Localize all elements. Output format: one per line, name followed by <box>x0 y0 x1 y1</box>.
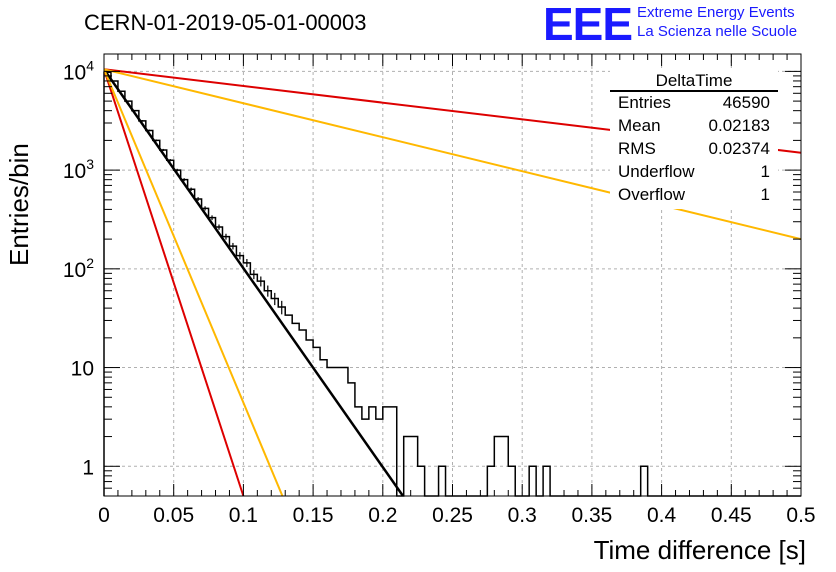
stats-key: Underflow <box>618 162 695 181</box>
stats-row-overflow: Overflow 1 <box>618 185 770 207</box>
stats-key: Overflow <box>618 185 686 204</box>
x-tick-label: 0.35 <box>571 504 612 527</box>
y-axis-label: Entries/bin <box>4 143 34 266</box>
x-tick-label: 0.15 <box>293 504 334 527</box>
x-tick-label: 0.3 <box>508 504 537 527</box>
y-tick-label: 1 <box>82 456 94 479</box>
y-tick-labels: 1 10 102 103 104 <box>63 57 94 479</box>
x-tick-label: 0 <box>98 504 110 527</box>
eee-logo: EEE <box>543 2 633 44</box>
fit-line <box>104 68 405 496</box>
logo-line-2: La Scienza nelle Scuole <box>637 23 798 40</box>
run-title: CERN-01-2019-05-01-00003 <box>84 10 367 35</box>
stats-value: 1 <box>760 185 770 204</box>
x-tick-label: 0.5 <box>786 504 815 527</box>
x-tick-label: 0.25 <box>432 504 473 527</box>
stats-row-mean: Mean 0.02183 <box>618 116 770 138</box>
logo-text: EEE <box>543 2 632 44</box>
stats-value: 1 <box>760 162 770 181</box>
stats-value: 46590 <box>722 93 770 112</box>
stats-divider <box>610 90 778 92</box>
x-tick-label: 0.4 <box>647 504 677 527</box>
x-axis-label: Time difference [s] <box>593 535 806 565</box>
x-tick-labels: 0 0.05 0.1 0.15 0.2 0.25 0.3 0.35 0.4 0.45 0.5 <box>98 504 815 527</box>
axis-ticks <box>103 54 802 497</box>
x-tick-label: 0.05 <box>153 504 194 527</box>
stats-value: 0.02374 <box>708 139 770 158</box>
stats-key: Mean <box>618 116 661 135</box>
y-tick-label: 104 <box>63 57 94 84</box>
fit-line <box>104 68 801 241</box>
stats-key: RMS <box>618 139 656 158</box>
x-tick-label: 0.2 <box>368 504 397 527</box>
logo-line-1: Extreme Energy Events <box>637 4 795 21</box>
x-tick-label: 0.1 <box>229 504 258 527</box>
stats-value: 0.02183 <box>708 116 770 135</box>
fit-line <box>104 68 284 496</box>
x-tick-label: 0.45 <box>711 504 752 527</box>
stats-row-underflow: Underflow 1 <box>618 162 770 184</box>
y-tick-label: 102 <box>63 255 94 282</box>
stats-key: Entries <box>618 93 671 112</box>
stats-row-rms: RMS 0.02374 <box>618 139 770 161</box>
stats-row-entries: Entries 46590 <box>618 93 770 115</box>
fit-line <box>104 68 245 496</box>
stats-title: DeltaTime <box>655 71 733 90</box>
y-tick-label: 10 <box>71 358 94 381</box>
y-tick-label: 103 <box>63 156 94 183</box>
stats-box: DeltaTime Entries 46590 Mean 0.02183 RMS… <box>610 68 778 209</box>
